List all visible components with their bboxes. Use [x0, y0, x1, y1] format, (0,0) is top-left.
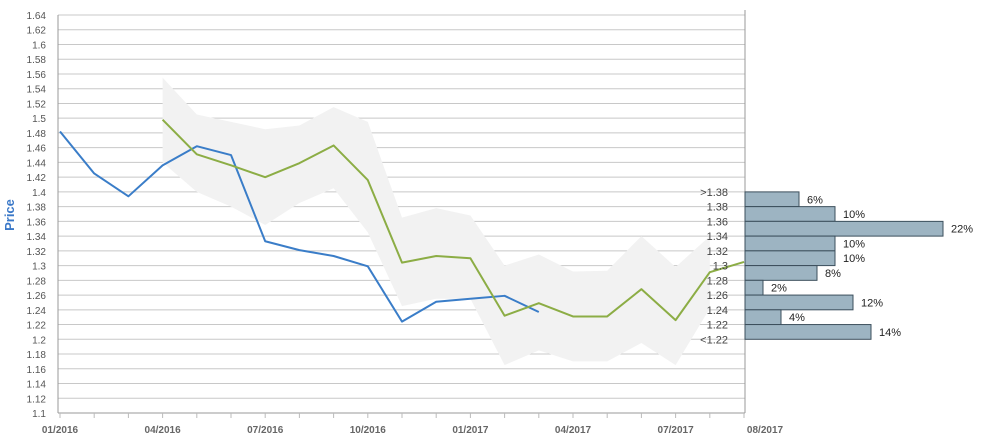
histogram-bin-label: <1.22 [700, 334, 728, 346]
histogram-bin-label: 1.26 [707, 290, 728, 302]
historical-price-line [59, 130, 540, 323]
x-tick-label: 07/2016 [247, 425, 284, 436]
y-tick-label: 1.16 [27, 365, 47, 376]
y-tick-label: 1.64 [27, 11, 47, 22]
y-tick-label: 1.48 [27, 129, 47, 140]
forecast-band-layer [162, 77, 710, 366]
histogram-bar [744, 220, 944, 237]
histogram-bar [744, 324, 872, 340]
x-tick-label: 04/2017 [555, 425, 592, 436]
histogram-bar [744, 235, 836, 252]
histogram-percent-label: 22% [951, 224, 973, 236]
y-axis-label: Price [2, 199, 17, 231]
histogram-percent-label: 6% [807, 194, 823, 206]
y-tick-label: 1.6 [32, 40, 46, 51]
forecast-band [162, 77, 710, 366]
histogram-percent-label: 10% [843, 238, 865, 250]
y-tick-label: 1.14 [27, 380, 47, 391]
y-tick-label: 1.52 [27, 99, 47, 110]
histogram-percent-label: 8% [825, 268, 841, 280]
y-tick-label: 1.4 [32, 188, 46, 199]
y-tick-label: 1.62 [27, 26, 47, 37]
y-tick-label: 1.12 [27, 394, 47, 405]
histogram-bar [744, 250, 836, 267]
histogram: >1.38 1.38 1.36 1.34 1.32 1.3 1.28 1.26 1.24 1.22… [700, 187, 973, 346]
histogram-percent-label: 2% [771, 283, 787, 295]
y-tick-label: 1.18 [27, 350, 47, 361]
histogram-percent-label: 10% [843, 253, 865, 265]
histogram-percent-label: 12% [861, 297, 883, 309]
x-tick-label: 10/2016 [350, 425, 387, 436]
histogram-bar [744, 191, 800, 208]
x-tick-label: 04/2016 [145, 425, 182, 436]
grid [58, 14, 745, 414]
histogram-bar [744, 279, 764, 296]
x-tick-label: 07/2017 [658, 425, 695, 436]
y-tick-label: 1.32 [27, 247, 47, 258]
y-tick-label: 1.54 [27, 85, 47, 96]
histogram-bin-label: >1.38 [700, 187, 728, 199]
y-tick-label: 1.24 [27, 306, 47, 317]
histogram-bin-label: 1.34 [707, 231, 728, 243]
y-tick-label: 1.36 [27, 217, 47, 228]
y-tick-label: 1.3 [32, 262, 46, 273]
y-tick-label: 1.38 [27, 203, 47, 214]
y-tick-label: 1.2 [32, 335, 46, 346]
histogram-bin-label: 1.38 [707, 202, 728, 214]
histogram-bin-label: 1.24 [707, 305, 728, 317]
histogram-bar [744, 294, 854, 311]
histogram-bin-label: 1.3 [713, 261, 728, 273]
histogram-percent-label: 4% [789, 312, 805, 324]
y-tick-label: 1.46 [27, 144, 47, 155]
histogram-percent-label: 14% [879, 327, 901, 339]
y-tick-label: 1.44 [27, 158, 47, 169]
histogram-bin-label: 1.32 [707, 246, 728, 258]
histogram-percent-label: 10% [843, 209, 865, 221]
axes: 1.1 1.12 1.14 1.16 1.18 1.2 1.22 1.24 1.26 1.28 1.… [27, 10, 784, 436]
x-tick-label: 08/2017 [747, 425, 784, 436]
histogram-bin-label: 1.36 [707, 216, 728, 228]
histogram-bin-label: 1.28 [707, 275, 728, 287]
series-layer [59, 118, 745, 323]
histogram-bar [744, 309, 782, 326]
histogram-bar [744, 265, 818, 281]
y-tick-label: 1.58 [27, 55, 47, 66]
forecast-price-line [161, 118, 745, 322]
y-tick-label: 1.1 [32, 409, 46, 420]
y-tick-label: 1.42 [27, 173, 47, 184]
y-tick-label: 1.34 [27, 232, 47, 243]
x-tick-label: 01/2017 [452, 425, 489, 436]
histogram-bar [744, 206, 836, 222]
y-tick-label: 1.26 [27, 291, 47, 302]
y-tick-label: 1.56 [27, 70, 47, 81]
y-tick-label: 1.28 [27, 276, 47, 287]
histogram-bin-label: 1.22 [707, 320, 728, 332]
x-tick-label: 01/2016 [42, 425, 79, 436]
y-tick-label: 1.5 [32, 114, 46, 125]
y-tick-label: 1.22 [27, 321, 47, 332]
